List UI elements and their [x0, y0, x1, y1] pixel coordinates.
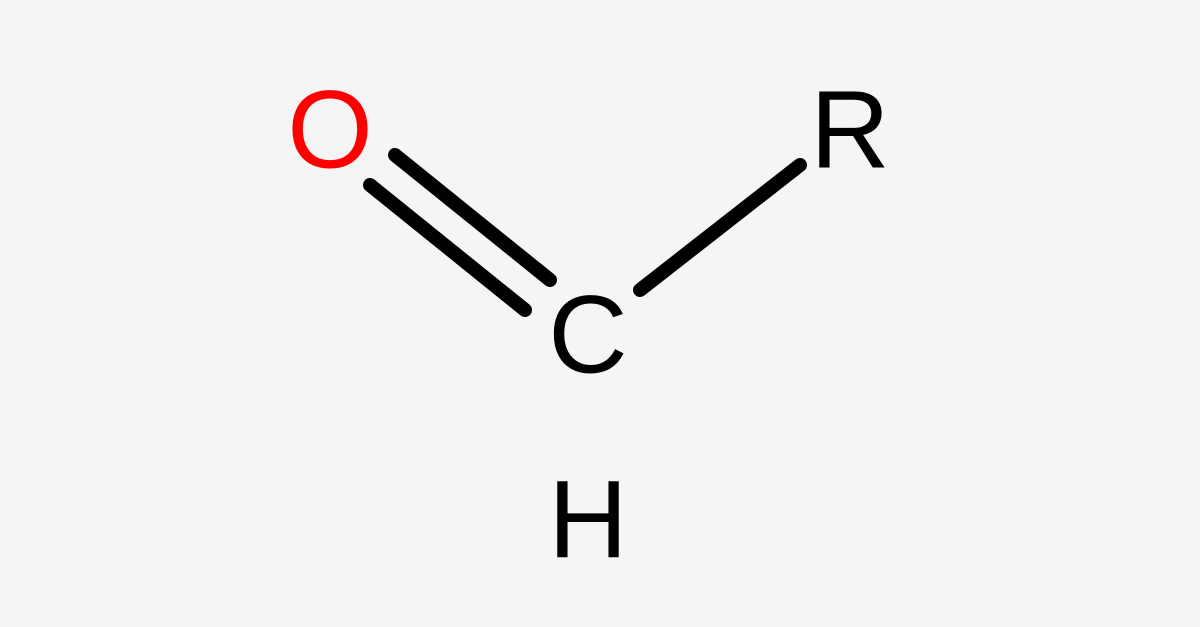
atom-label-O: O — [287, 69, 373, 192]
chemical-structure-diagram: C O R H — [0, 0, 1200, 627]
atom-label-H: H — [548, 459, 627, 582]
atom-label-R: R — [810, 69, 889, 192]
atom-label-C: C — [548, 274, 627, 397]
